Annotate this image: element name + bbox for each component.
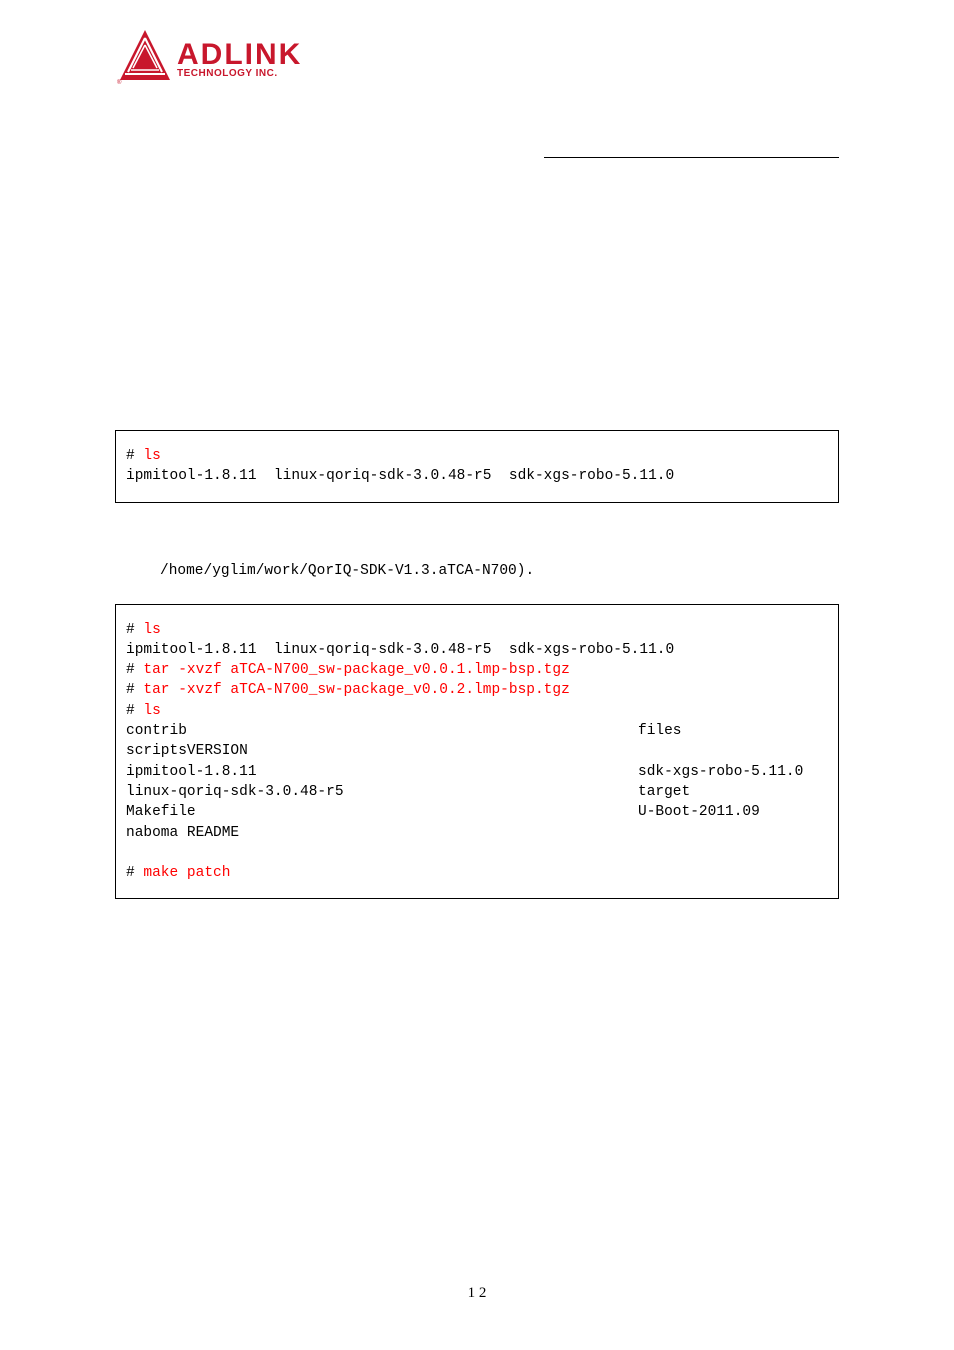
prompt: #	[126, 865, 143, 881]
prompt: #	[126, 448, 143, 464]
code-output: ipmitool-1.8.11 linux-qoriq-sdk-3.0.48-r…	[126, 466, 828, 486]
prompt: #	[126, 703, 143, 719]
command: tar -xvzf aTCA-N700_sw-package_v0.0.1.lm…	[143, 662, 569, 678]
path-text: /home/yglim/work/QorIQ-SDK-V1.3.aTCA-N70…	[160, 563, 839, 579]
output-left: contrib	[126, 721, 187, 741]
output-left: ipmitool-1.8.11	[126, 762, 257, 782]
code-line: # ls	[126, 620, 828, 640]
code-output: scriptsVERSION	[126, 741, 828, 761]
command: ls	[143, 703, 160, 719]
output-left: linux-qoriq-sdk-3.0.48-r5	[126, 782, 344, 802]
code-line: # ls	[126, 446, 828, 466]
code-line: # ls	[126, 701, 828, 721]
code-output-row: linux-qoriq-sdk-3.0.48-r5 target	[126, 782, 828, 802]
command: make patch	[143, 865, 230, 881]
blank-line	[126, 843, 828, 863]
code-output-row: ipmitool-1.8.11 sdk-xgs-robo-5.11.0	[126, 762, 828, 782]
code-output: naboma README	[126, 823, 828, 843]
code-output-row: contrib files	[126, 721, 828, 741]
prompt: #	[126, 622, 143, 638]
code-line: # make patch	[126, 863, 828, 883]
command: ls	[143, 448, 160, 464]
output-right: U-Boot-2011.09	[638, 802, 828, 822]
code-line: # tar -xvzf aTCA-N700_sw-package_v0.0.2.…	[126, 680, 828, 700]
logo-triangle-icon: ®	[115, 30, 175, 86]
prompt: #	[126, 682, 143, 698]
code-output-row: Makefile U-Boot-2011.09	[126, 802, 828, 822]
logo-text: ADLINK TECHNOLOGY INC.	[177, 38, 302, 79]
logo-container: ® ADLINK TECHNOLOGY INC.	[115, 30, 839, 90]
horizontal-rule	[544, 157, 839, 158]
output-right: sdk-xgs-robo-5.11.0	[638, 762, 828, 782]
code-output: ipmitool-1.8.11 linux-qoriq-sdk-3.0.48-r…	[126, 640, 828, 660]
code-box-1: # ls ipmitool-1.8.11 linux-qoriq-sdk-3.0…	[115, 430, 839, 503]
adlink-logo: ® ADLINK TECHNOLOGY INC.	[115, 30, 315, 90]
logo-brand-name: ADLINK	[177, 38, 302, 72]
command: tar -xvzf aTCA-N700_sw-package_v0.0.2.lm…	[143, 682, 569, 698]
code-line: # tar -xvzf aTCA-N700_sw-package_v0.0.1.…	[126, 660, 828, 680]
page-number: 1 2	[468, 1285, 487, 1302]
svg-text:®: ®	[117, 79, 122, 86]
output-left: Makefile	[126, 802, 196, 822]
code-box-2: # ls ipmitool-1.8.11 linux-qoriq-sdk-3.0…	[115, 604, 839, 900]
output-right: target	[638, 782, 828, 802]
output-right: files	[638, 721, 828, 741]
command: ls	[143, 622, 160, 638]
prompt: #	[126, 662, 143, 678]
